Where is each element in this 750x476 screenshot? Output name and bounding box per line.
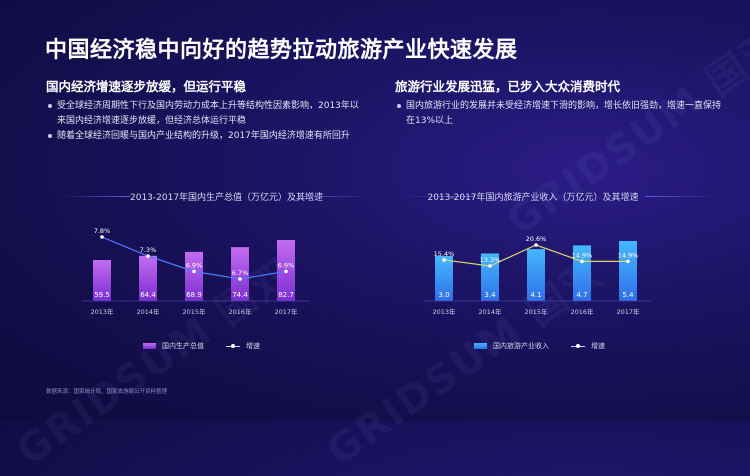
legend-label-line: 增速: [591, 342, 605, 350]
growth-value-label: 15.4%: [434, 250, 455, 258]
x-tick-label: 2016年: [570, 307, 594, 316]
bar: [435, 256, 453, 301]
gdp-chart-legend: 国内生产总值 增速: [143, 341, 260, 351]
tourism-chart-title: 2013-2017年国内旅游产业收入（万亿元）及其增速: [427, 193, 639, 203]
x-tick-label: 2015年: [524, 307, 548, 316]
chart-title-rule: [60, 196, 130, 197]
growth-value-label: 7.3%: [140, 246, 157, 254]
tourism-chart: 3.0 2013年 3.4 2014年 4.1 2015年 4.7 2016年 5.4 2017年…: [424, 235, 652, 316]
slide: GRIDSUM 国双 GRIDSUM 国双 GRIDSUM 国双 中国经济稳中向…: [45, 19, 750, 395]
bar-value-label: 74.4: [232, 291, 248, 299]
x-tick-label: 2014年: [478, 307, 502, 316]
page-title: 中国经济稳中向好的趋势拉动旅游产业快速发展: [45, 38, 518, 63]
bar: [185, 251, 203, 301]
watermark: GRIDSUM 国双: [498, 19, 750, 245]
right-subtitle: 旅游行业发展迅猛，已步入大众消费时代: [395, 79, 621, 94]
x-tick-label: 2013年: [90, 307, 114, 316]
bar: [93, 260, 111, 301]
x-tick-label: 2013年: [432, 307, 456, 316]
bar: [231, 247, 249, 301]
legend-label-bar: 国内旅游产业收入: [493, 342, 549, 350]
x-tick-label: 2017年: [274, 307, 298, 316]
x-tick-label: 2014年: [136, 307, 160, 316]
legend-label-bar: 国内生产总值: [162, 342, 204, 350]
growth-value-label: 14.9%: [618, 251, 639, 259]
gdp-chart-title: 2013-2017年国内生产总值（万亿元）及其增速: [130, 193, 324, 203]
left-bullet-list: 受全球经济周期性下行及国内劳动力成本上升等结构性因素影响，2013年以来国内经济…: [46, 99, 366, 144]
growth-point: [192, 269, 196, 274]
legend-swatch: [474, 343, 487, 349]
x-tick-label: 2016年: [228, 307, 252, 316]
growth-point: [284, 269, 288, 274]
growth-point: [626, 259, 630, 264]
right-bullet-list: 国内旅游行业的发展并未受经济增速下滑的影响，增长依旧强劲，增速一直保持在13%以…: [395, 99, 725, 129]
bar-value-label: 5.4: [622, 291, 634, 299]
growth-value-label: 20.6%: [526, 235, 547, 243]
chart-title-rule: [300, 196, 370, 197]
bar: [139, 255, 157, 301]
growth-value-label: 6.9%: [278, 261, 295, 269]
gdp-chart: 59.5 2013年 64.4 2014年 68.9 2015年 74.4 2016年 82.7…: [82, 227, 310, 316]
bar: [619, 241, 637, 301]
legend-swatch: [143, 343, 156, 349]
bar-value-label: 68.9: [186, 291, 202, 299]
growth-value-label: 7.8%: [94, 227, 111, 235]
tourism-chart-legend: 国内旅游产业收入 增速: [474, 341, 605, 351]
growth-point: [442, 258, 446, 262]
chart-title-rule: [405, 196, 475, 197]
bullet-item: 随着全球经济回暖与国内产业结构的升级，2017年国内经济增速有所回升: [46, 129, 366, 144]
data-source-note: 数据来源：国家统计局、国家旅游局公开资料整理: [46, 389, 168, 395]
growth-point: [580, 259, 584, 264]
x-tick-label: 2015年: [182, 307, 206, 316]
bar-value-label: 3.4: [484, 291, 496, 299]
bullet-item: 国内旅游行业的发展并未受经济增速下滑的影响，增长依旧强劲，增速一直保持在13%以…: [395, 99, 725, 129]
legend-line-marker: [571, 343, 585, 348]
growth-point: [488, 264, 492, 268]
bar-value-label: 82.7: [278, 291, 294, 299]
growth-point: [146, 254, 150, 258]
chart-title-rule: [645, 196, 715, 197]
growth-value-label: 6.9%: [186, 261, 203, 269]
growth-point: [534, 243, 538, 247]
bar-value-label: 3.0: [438, 291, 449, 299]
legend-label-line: 增速: [246, 342, 260, 350]
growth-point: [100, 235, 104, 239]
x-tick-label: 2017年: [616, 307, 640, 316]
left-subtitle: 国内经济增速逐步放缓，但运行平稳: [46, 79, 247, 94]
growth-value-label: 6.7%: [232, 269, 249, 277]
bar-value-label: 59.5: [94, 291, 110, 299]
growth-value-label: 13.3%: [480, 256, 501, 264]
bullet-item: 受全球经济周期性下行及国内劳动力成本上升等结构性因素影响，2013年以来国内经济…: [46, 99, 366, 129]
legend-line-marker: [226, 343, 240, 348]
bar-value-label: 4.1: [530, 291, 541, 299]
bar: [527, 249, 545, 301]
growth-value-label: 14.9%: [572, 251, 593, 259]
bar-value-label: 4.7: [576, 291, 587, 299]
bar-value-label: 64.4: [140, 291, 156, 299]
growth-point: [238, 277, 242, 281]
